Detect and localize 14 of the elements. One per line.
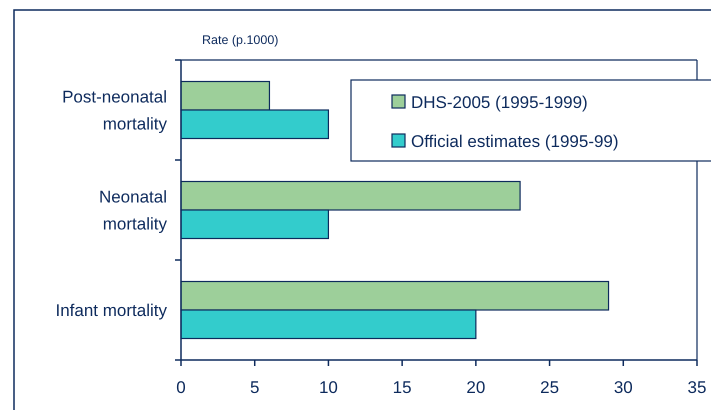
- legend-label: Official estimates (1995-99): [411, 132, 619, 151]
- y-tick-label: Neonatal mortality: [98, 188, 168, 234]
- x-tick-label: 10: [318, 378, 338, 397]
- y-tick-label: Post-neonatal mortality: [62, 88, 168, 134]
- x-tick-label: 5: [250, 378, 260, 397]
- x-axis-title: Rate (p.1000): [202, 33, 278, 47]
- x-tick-label: 30: [614, 378, 633, 397]
- x-tick-label: 15: [392, 378, 412, 397]
- y-tick-label: Infant mortality: [56, 301, 168, 320]
- legend-label: DHS-2005 (1995-1999): [411, 93, 588, 112]
- x-tick-label: 20: [466, 378, 486, 397]
- x-tick-label: 0: [176, 378, 186, 397]
- x-tick-label: 25: [540, 378, 560, 397]
- x-tick-label: 35: [688, 378, 706, 397]
